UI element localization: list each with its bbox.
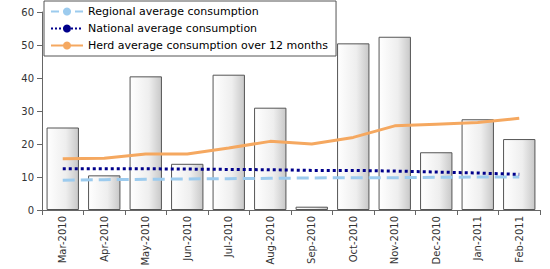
svg-text:May-2010: May-2010 — [140, 216, 151, 266]
svg-text:40: 40 — [21, 73, 34, 84]
svg-text:Sep-2010: Sep-2010 — [306, 216, 317, 264]
svg-text:Apr-2010: Apr-2010 — [99, 216, 110, 262]
svg-text:30: 30 — [21, 106, 34, 117]
svg-text:Jul-2010: Jul-2010 — [223, 216, 234, 258]
svg-text:Jun-2010: Jun-2010 — [182, 216, 193, 262]
svg-text:Regional average consumption: Regional average consumption — [88, 5, 259, 18]
svg-text:60: 60 — [21, 7, 34, 18]
svg-text:Jan-2011: Jan-2011 — [472, 216, 483, 261]
svg-text:Feb-2011: Feb-2011 — [514, 216, 525, 263]
svg-text:Herd average consumption over: Herd average consumption over 12 months — [88, 39, 328, 52]
svg-text:Aug-2010: Aug-2010 — [265, 216, 276, 265]
svg-text:National average consumption: National average consumption — [88, 22, 257, 35]
svg-text:50: 50 — [21, 40, 34, 51]
svg-text:0: 0 — [28, 205, 34, 216]
svg-text:Oct-2010: Oct-2010 — [348, 216, 359, 262]
svg-text:10: 10 — [21, 172, 34, 183]
svg-text:Mar-2010: Mar-2010 — [57, 216, 68, 263]
svg-text:Dec-2010: Dec-2010 — [431, 216, 442, 264]
svg-text:20: 20 — [21, 139, 34, 150]
svg-text:Nov-2010: Nov-2010 — [389, 216, 400, 264]
